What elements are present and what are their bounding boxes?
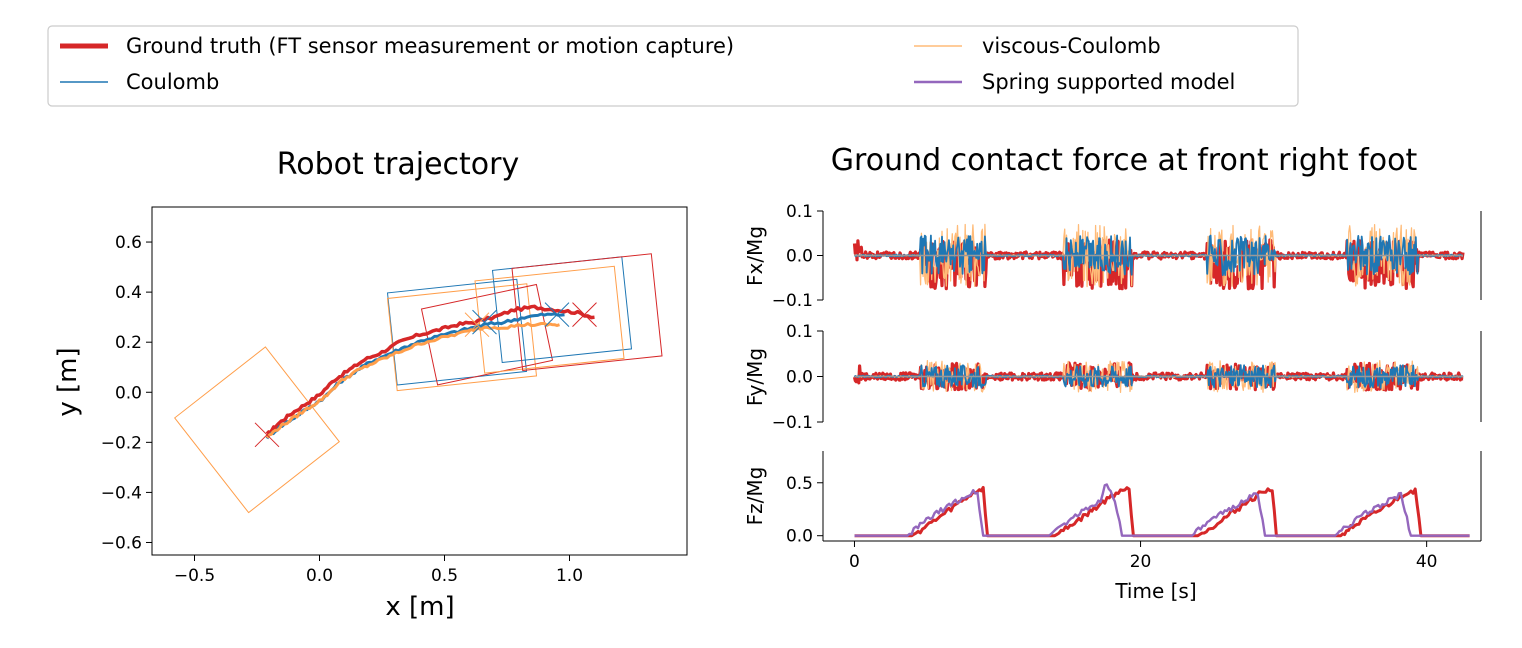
- trajectory-ytick-label-4: 0.2: [115, 333, 142, 353]
- trajectory-ytick-label-3: 0.0: [115, 383, 142, 403]
- trajectory-series-1: [265, 312, 565, 440]
- force-xtick-label-1: 20: [1130, 552, 1152, 572]
- panel-fx: 0.1 0.0 −0.1 Fx/Mg: [743, 202, 1482, 311]
- trajectory-lines: [254, 302, 597, 448]
- fz-data: [854, 483, 1470, 538]
- trajectory-cross-b-0: [254, 422, 280, 448]
- footprint-2: [386, 283, 538, 392]
- trajectory-cross-b-1: [472, 309, 497, 335]
- fy-y-ticks: 0.1 0.0 −0.1: [772, 322, 823, 433]
- force-x-ticks: 0 20 40: [849, 541, 1437, 572]
- force-xlabel: Time [s]: [1114, 579, 1196, 603]
- trajectory-ytick-label-5: 0.4: [115, 283, 142, 303]
- fx-ytick-label-1: 0.0: [786, 247, 813, 267]
- legend: Ground truth (FT sensor measurement or m…: [47, 25, 1299, 107]
- footprint-1: [386, 278, 528, 386]
- fy-ytick-label-2: −0.1: [772, 413, 813, 433]
- trajectory-xtick-label-2: 0.5: [431, 566, 458, 586]
- force-xtick-label-2: 40: [1416, 552, 1438, 572]
- trajectory-series-2: [265, 322, 560, 439]
- trajectory-series-0: [265, 304, 595, 435]
- panel-fz: 0.5 0.0 Fz/Mg: [743, 451, 1482, 547]
- trajectory-xlabel: x [m]: [385, 592, 454, 622]
- fz-ylabel: Fz/Mg: [743, 467, 767, 526]
- force-title: Ground contact force at front right foot: [831, 143, 1418, 178]
- fx-ytick-label-0: 0.1: [786, 202, 813, 222]
- trajectory-ytick-label-6: 0.6: [115, 233, 142, 253]
- legend-label-gt: Ground truth (FT sensor measurement or m…: [126, 34, 734, 58]
- fy-data: [852, 359, 1464, 394]
- trajectory-x-ticks: −0.5 0.0 0.5 1.0: [174, 555, 583, 586]
- trajectory-ytick-label-0: −0.6: [101, 533, 142, 553]
- trajectory-xtick-label-0: −0.5: [174, 566, 215, 586]
- trajectory-ytick-label-2: −0.2: [101, 433, 142, 453]
- trajectory-cross-b-4: [544, 302, 570, 328]
- force-xtick-label-0: 0: [849, 552, 860, 572]
- trajectory-chart: Robot trajectory −0.5 0.0 0.5 1.0 −0.6−0.4−…: [53, 147, 688, 622]
- legend-label-spring: Spring supported model: [982, 70, 1235, 94]
- legend-label-vc: viscous-Coulomb: [982, 34, 1161, 58]
- trajectory-xtick-label-3: 1.0: [556, 566, 583, 586]
- fx-ytick-label-2: −0.1: [772, 291, 813, 311]
- fx-data: [852, 223, 1465, 291]
- footprint-6: [511, 253, 663, 372]
- fz-series-0: [854, 485, 1470, 538]
- trajectory-xtick-label-1: 0.0: [306, 566, 333, 586]
- fx-y-ticks: 0.1 0.0 −0.1: [772, 202, 823, 311]
- panel-fy: 0.1 0.0 −0.1 Fy/Mg: [743, 322, 1482, 433]
- trajectory-y-ticks: −0.6 −0.4 −0.2 0.0 0.2 0.4 0.6: [101, 233, 152, 553]
- trajectory-ylabel: y [m]: [53, 347, 83, 416]
- fz-ytick-label-0: 0.5: [786, 474, 813, 494]
- trajectory-axes-frame: [151, 206, 688, 556]
- footprint-0: [173, 346, 341, 514]
- legend-frame: [47, 25, 1299, 107]
- fz-y-ticks: 0.5 0.0: [786, 474, 823, 547]
- fx-ylabel: Fx/Mg: [743, 226, 767, 286]
- fy-ytick-label-1: 0.0: [786, 368, 813, 388]
- footprint-5: [474, 265, 625, 374]
- trajectory-ytick-label-1: −0.4: [101, 483, 142, 503]
- fz-ytick-label-1: 0.0: [786, 527, 813, 547]
- trajectory-cross-b-3: [464, 312, 490, 338]
- trajectory-cross-b-2: [572, 302, 597, 328]
- fy-ylabel: Fy/Mg: [743, 348, 767, 406]
- legend-label-coulomb: Coulomb: [126, 70, 219, 94]
- trajectory-footprints: [173, 253, 663, 514]
- fz-series-1: [854, 483, 1470, 537]
- force-chart: Ground contact force at front right foot…: [743, 143, 1482, 603]
- fy-ytick-label-0: 0.1: [786, 322, 813, 342]
- trajectory-title: Robot trajectory: [277, 147, 520, 182]
